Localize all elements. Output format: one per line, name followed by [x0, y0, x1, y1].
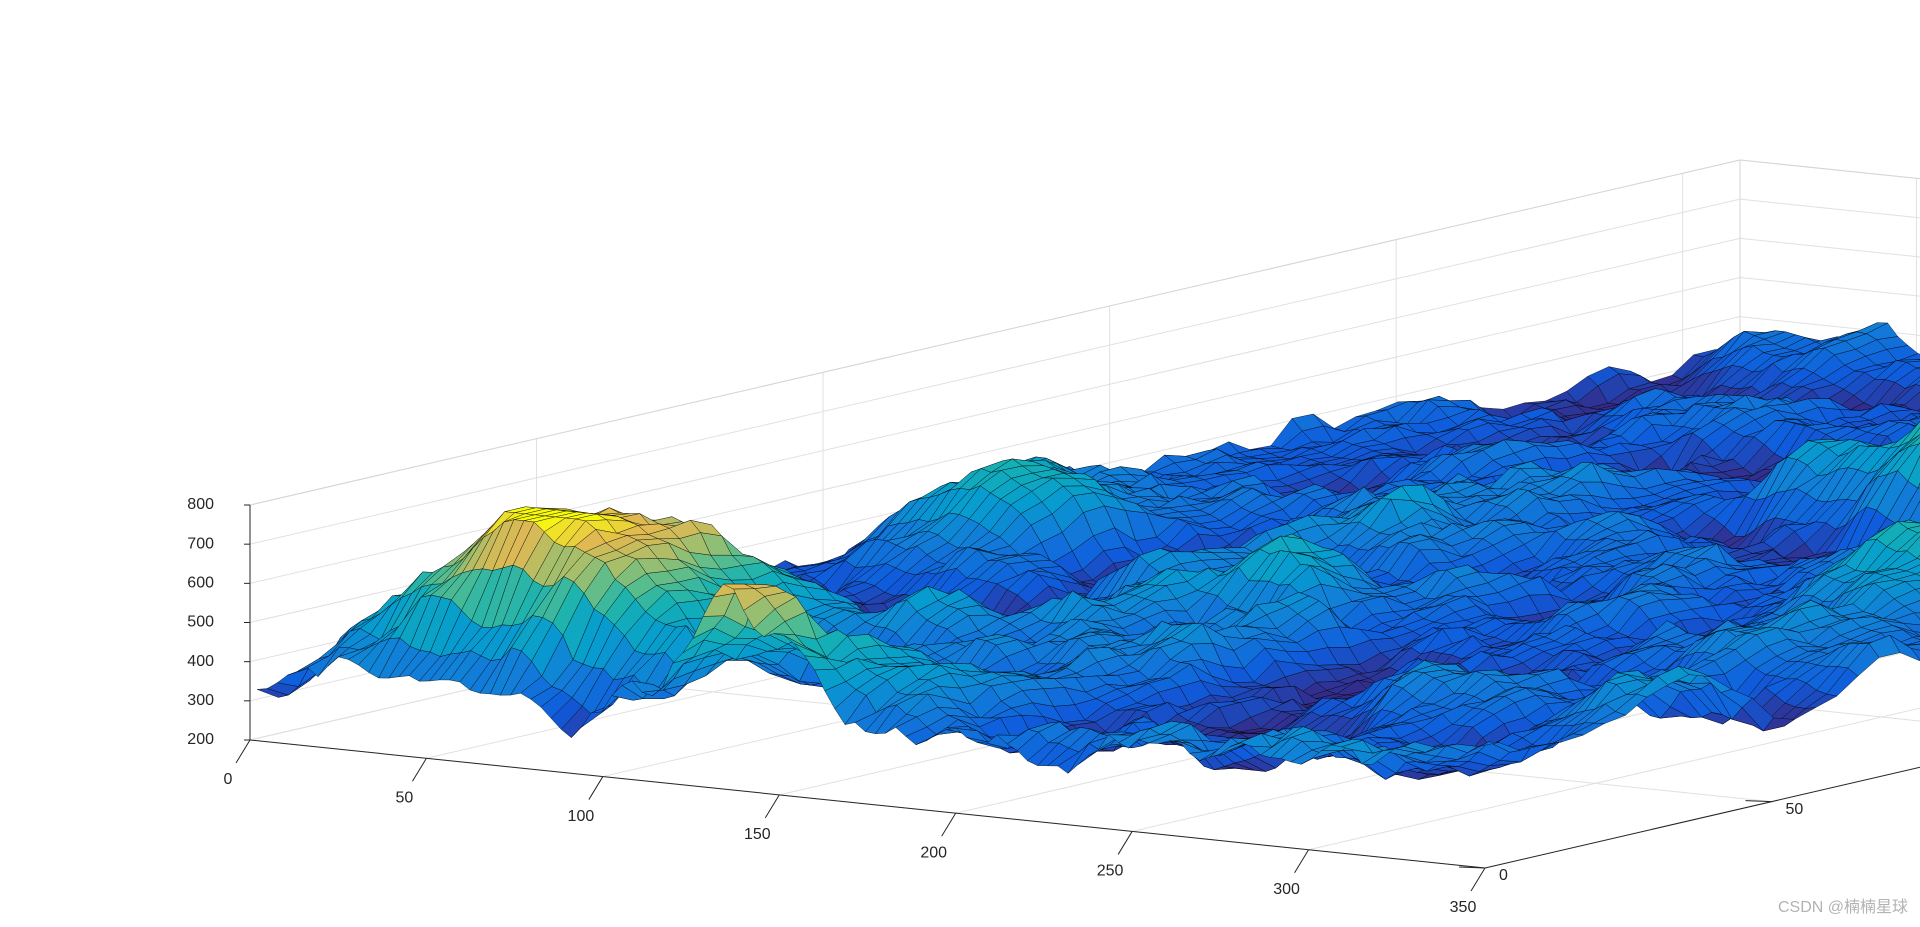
- surface-face: [1915, 380, 1920, 386]
- grid-line-z: [1739, 159, 1920, 180]
- grid-line-x: [1308, 707, 1920, 851]
- box-edge: [249, 159, 1741, 506]
- box-edge: [1739, 159, 1920, 180]
- grid-line-z: [249, 198, 1741, 545]
- surface-mesh: [257, 322, 1920, 780]
- grid-line-z: [1739, 198, 1920, 219]
